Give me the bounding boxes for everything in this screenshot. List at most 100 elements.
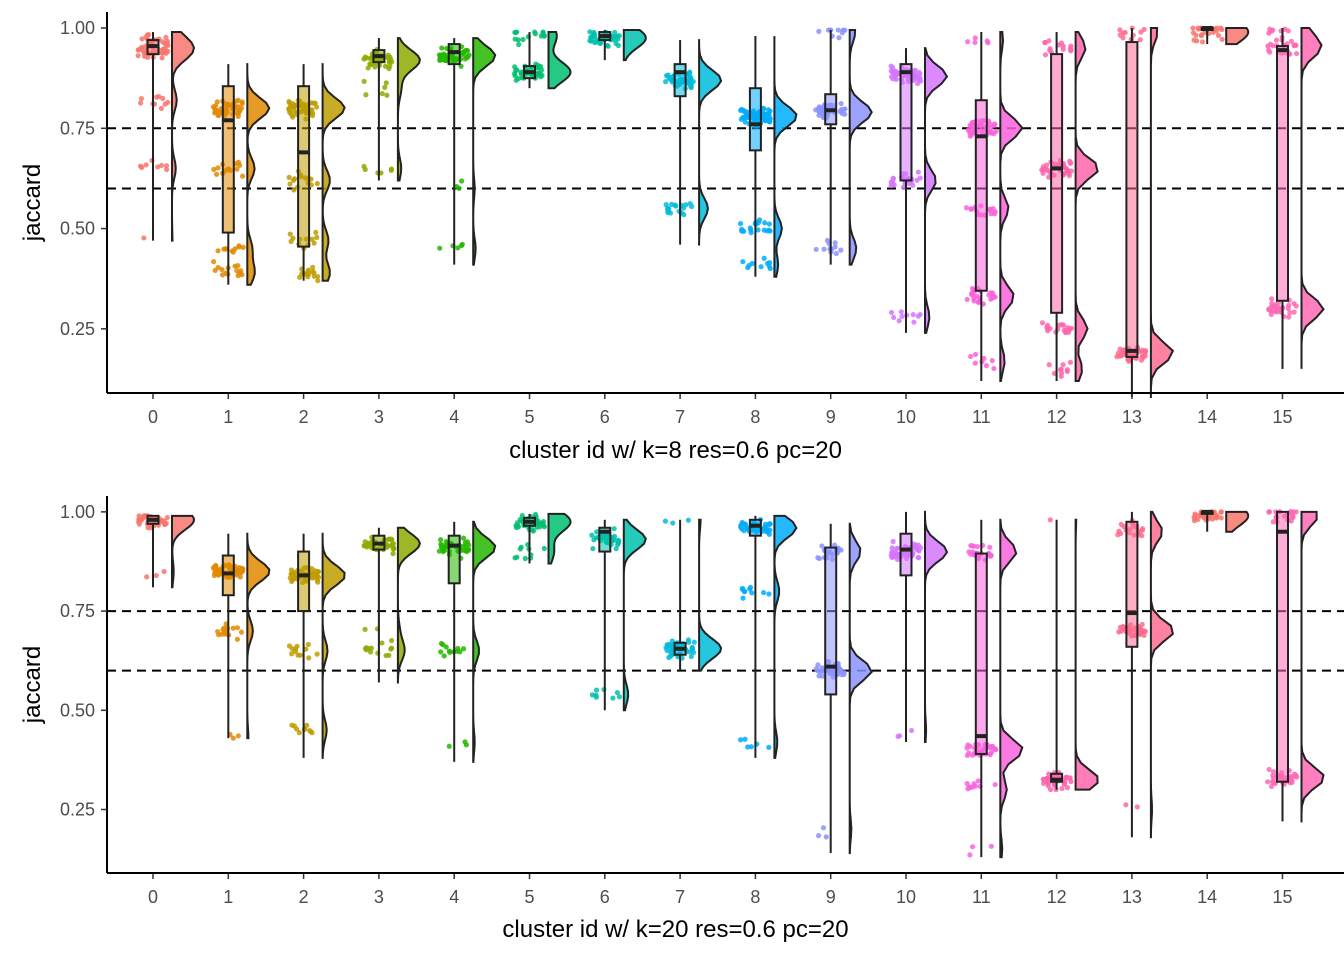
jitter-point — [910, 311, 916, 318]
jitter-point — [842, 106, 848, 112]
jitter-point — [1047, 517, 1053, 523]
violin-half — [1225, 510, 1250, 533]
box — [1050, 53, 1064, 314]
jitter-point — [1040, 776, 1046, 782]
jitter-point — [766, 227, 772, 233]
jitter-point — [896, 733, 903, 739]
jitter-point — [159, 55, 165, 61]
jitter-point — [964, 752, 971, 759]
jitter-point — [988, 843, 994, 849]
jitter-point — [594, 529, 600, 535]
violin-half — [547, 31, 572, 90]
jitter-point — [362, 543, 368, 549]
x-tick-label: 1 — [223, 407, 233, 427]
jitter-point — [310, 264, 316, 270]
jitter-point — [590, 546, 596, 552]
cluster-group — [436, 520, 497, 763]
box — [899, 532, 913, 577]
jitter-point — [1291, 300, 1297, 307]
cluster-group — [361, 526, 421, 684]
jitter-point — [211, 259, 217, 265]
jitter-point — [669, 645, 675, 651]
jitter-point — [532, 511, 539, 518]
jitter-point — [840, 27, 846, 33]
x-axis-title: cluster id w/ k=20 res=0.6 pc=20 — [502, 916, 848, 943]
jitter-point — [963, 205, 970, 211]
jitter-point — [1142, 353, 1148, 359]
jitter-point — [761, 106, 767, 112]
cluster-group — [511, 29, 572, 90]
jitter-point — [691, 639, 697, 645]
jitter-point — [838, 100, 844, 107]
jitter-point — [1067, 160, 1073, 166]
jitter-point — [159, 39, 166, 45]
jitter-point — [437, 245, 443, 251]
jitter-point — [230, 735, 236, 741]
jitter-point — [740, 259, 746, 265]
cluster-group — [1115, 510, 1175, 839]
jitter-point — [1273, 37, 1280, 43]
jitter-point — [234, 166, 240, 172]
x-tick-label: 13 — [1122, 887, 1142, 907]
jitter-point — [136, 513, 142, 519]
jitter-point — [438, 537, 444, 543]
jitter-point — [992, 781, 998, 788]
jitter-point — [385, 52, 391, 58]
box — [221, 85, 235, 234]
jitter-point — [917, 311, 923, 318]
jitter-point — [223, 270, 229, 276]
jitter-point — [138, 95, 145, 102]
jitter-point — [540, 29, 546, 35]
jitter-point — [989, 743, 995, 750]
jitter-point — [896, 318, 902, 324]
jitter-point — [1046, 771, 1052, 777]
jitter-point — [297, 274, 303, 280]
x-tick-label: 4 — [449, 887, 459, 907]
violin-half — [848, 522, 873, 855]
jitter-point — [232, 263, 238, 269]
jitter-point — [1057, 322, 1063, 328]
jitter-point — [311, 240, 317, 246]
jitter-point — [604, 42, 611, 49]
violin-half — [698, 518, 723, 672]
jitter-point — [587, 29, 593, 35]
jitter-point — [512, 36, 518, 42]
jitter-point — [541, 33, 547, 39]
jitter-point — [367, 649, 374, 655]
jitter-point — [916, 69, 922, 75]
jitter-point — [1267, 26, 1273, 32]
jitter-point — [1039, 320, 1046, 326]
cluster-group — [1265, 26, 1325, 369]
jitter-point — [761, 255, 767, 261]
jitter-point — [290, 235, 296, 241]
jitter-point — [975, 778, 981, 784]
jitter-point — [139, 46, 145, 52]
jitter-point — [440, 548, 446, 555]
jitter-point — [836, 35, 842, 41]
jitter-point — [972, 35, 978, 41]
jitter-point — [1137, 631, 1143, 637]
jitter-point — [987, 206, 993, 212]
violin-half — [1300, 510, 1325, 822]
jitter-point — [894, 545, 901, 551]
jitter-point — [758, 264, 764, 270]
jitter-point — [832, 240, 838, 246]
jitter-point — [289, 722, 295, 728]
jitter-point — [1270, 780, 1277, 786]
jitter-point — [1121, 523, 1127, 530]
jitter-point — [688, 80, 694, 86]
jitter-point — [388, 56, 394, 63]
jitter-point — [235, 113, 241, 119]
jitter-point — [1060, 322, 1067, 328]
cluster-group — [1039, 31, 1099, 382]
jitter-point — [890, 181, 896, 187]
jitter-point — [438, 649, 444, 655]
violin-half — [622, 29, 647, 62]
jitter-point — [610, 695, 616, 701]
cluster-group — [1265, 509, 1325, 822]
violin-half — [1074, 518, 1099, 791]
cluster-group — [964, 518, 1024, 859]
jitter-point — [233, 568, 240, 574]
jitter-point — [832, 542, 838, 548]
jitter-point — [141, 50, 147, 56]
